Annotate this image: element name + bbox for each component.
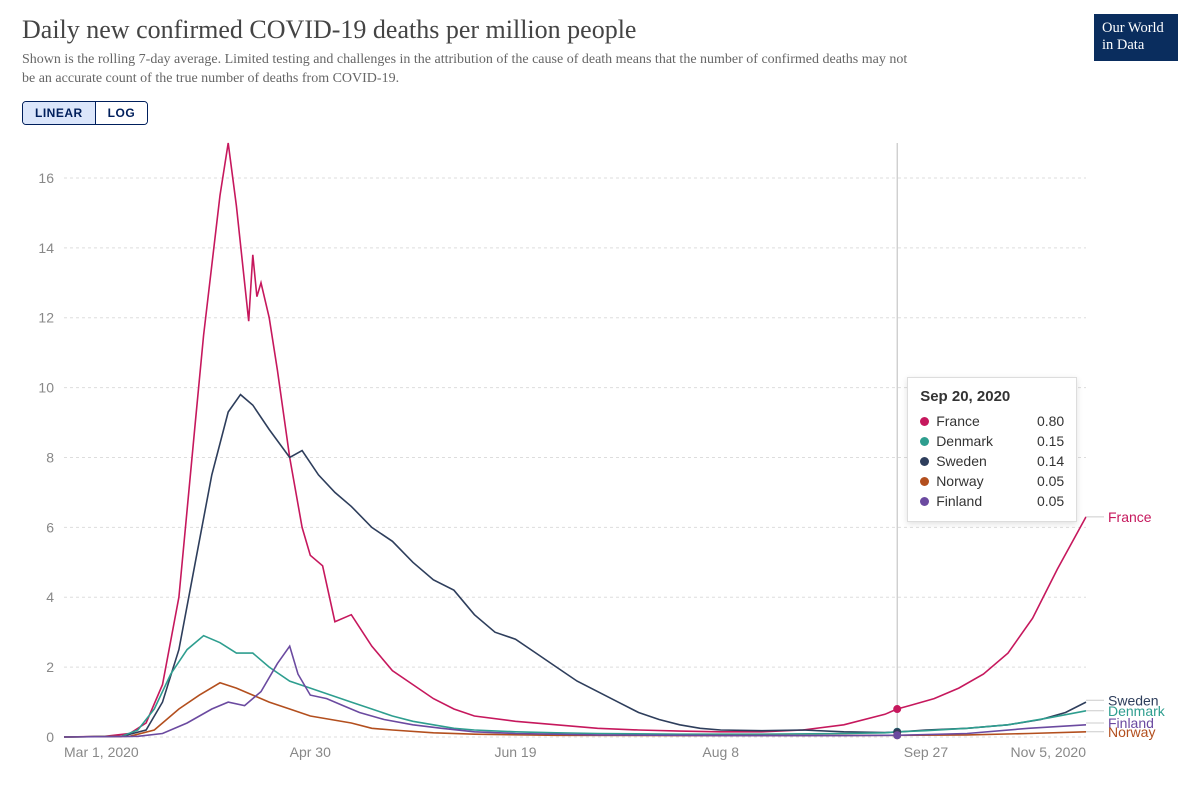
logo-line2: in Data bbox=[1102, 37, 1170, 54]
hover-dot-finland bbox=[893, 731, 901, 739]
series-norway bbox=[64, 683, 1086, 737]
tooltip-row-sweden: Sweden0.14 bbox=[920, 451, 1064, 471]
tooltip-row-france: France0.80 bbox=[920, 411, 1064, 431]
end-label-france: France bbox=[1108, 509, 1152, 525]
scale-linear-button[interactable]: LINEAR bbox=[23, 102, 95, 124]
svg-text:4: 4 bbox=[46, 589, 54, 605]
page-subtitle: Shown is the rolling 7-day average. Limi… bbox=[22, 51, 922, 89]
tooltip-date: Sep 20, 2020 bbox=[920, 388, 1064, 405]
owid-logo: Our World in Data bbox=[1094, 14, 1178, 61]
svg-text:6: 6 bbox=[46, 519, 54, 535]
page-title: Daily new confirmed COVID-19 deaths per … bbox=[22, 14, 922, 45]
svg-text:Jun 19: Jun 19 bbox=[494, 744, 536, 760]
svg-text:16: 16 bbox=[38, 170, 54, 186]
series-finland bbox=[64, 646, 1086, 737]
svg-text:12: 12 bbox=[38, 310, 54, 326]
logo-line1: Our World bbox=[1102, 20, 1170, 37]
svg-text:8: 8 bbox=[46, 449, 54, 465]
svg-text:Nov 5, 2020: Nov 5, 2020 bbox=[1011, 744, 1087, 760]
series-denmark bbox=[64, 636, 1086, 737]
scale-toggle[interactable]: LINEAR LOG bbox=[22, 101, 148, 125]
end-label-norway: Norway bbox=[1108, 724, 1155, 740]
chart-container: 0 2 4 6 8 10 12 14 16 Mar 1, 2020 Apr 30 Jun 19 Aug … bbox=[22, 129, 1178, 774]
svg-text:Apr 30: Apr 30 bbox=[290, 744, 331, 760]
svg-text:Sep 27: Sep 27 bbox=[904, 744, 949, 760]
scale-log-button[interactable]: LOG bbox=[95, 102, 148, 124]
svg-text:10: 10 bbox=[38, 380, 54, 396]
tooltip-row-finland: Finland0.05 bbox=[920, 491, 1064, 511]
hover-dot-france bbox=[893, 705, 901, 713]
tooltip-row-norway: Norway0.05 bbox=[920, 471, 1064, 491]
svg-text:Aug 8: Aug 8 bbox=[702, 744, 739, 760]
tooltip-row-denmark: Denmark0.15 bbox=[920, 431, 1064, 451]
svg-text:14: 14 bbox=[38, 240, 54, 256]
chart-tooltip: Sep 20, 2020 France0.80Denmark0.15Sweden0… bbox=[907, 377, 1077, 522]
svg-text:0: 0 bbox=[46, 729, 54, 745]
svg-text:2: 2 bbox=[46, 659, 54, 675]
svg-text:Mar 1, 2020: Mar 1, 2020 bbox=[64, 744, 139, 760]
